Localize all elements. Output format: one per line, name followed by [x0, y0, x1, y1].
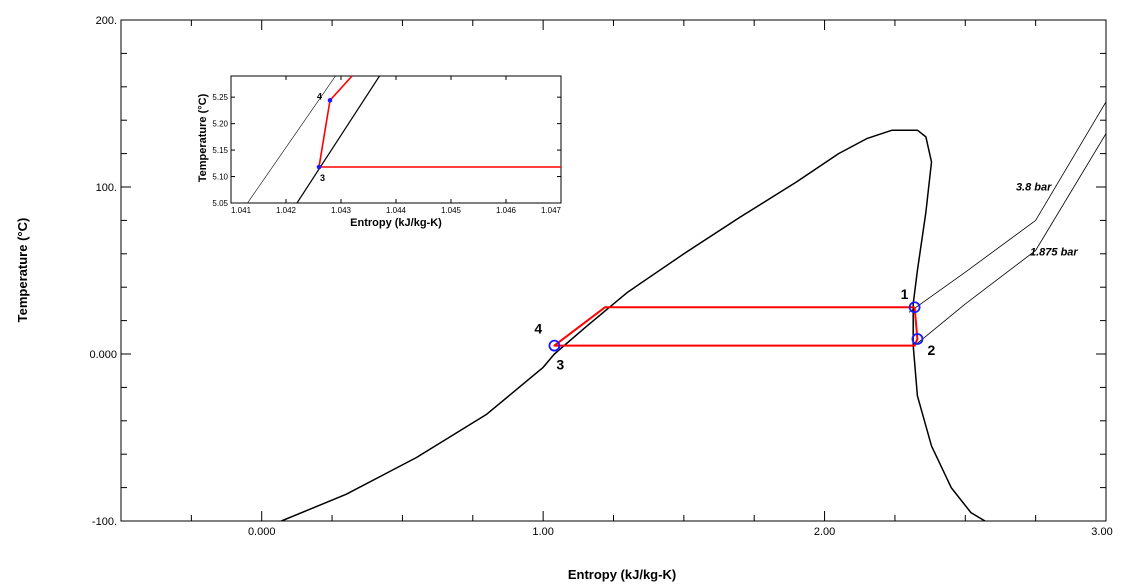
isobar-line — [914, 133, 1106, 346]
y-axis-title: Temperature (°C) — [15, 218, 30, 323]
main-tick-marks — [120, 19, 1107, 522]
inset-x-tick-label: 1.042 — [276, 206, 297, 215]
inset-state-label-3: 3 — [320, 173, 325, 183]
inset-state-markers: 34 — [316, 91, 333, 183]
inset-x-tick-label: 1.045 — [441, 206, 462, 215]
y-tick-label: 100. — [96, 182, 117, 194]
y-tick-label: 0.000 — [89, 349, 117, 361]
inset-y-tick-label: 5.20 — [212, 120, 228, 129]
x-tick-label: 2.00 — [814, 526, 835, 538]
x-tick-label: 0.000 — [248, 526, 276, 538]
inset-y-tick-label: 5.10 — [212, 173, 228, 182]
x-axis-title: Entropy (kJ/kg-K) — [568, 567, 676, 582]
isobar-label: 3.8 bar — [1016, 181, 1052, 193]
inset-state-point-marker — [327, 98, 333, 103]
inset-x-tick-label: 1.046 — [496, 206, 517, 215]
inset-x-axis-title: Entropy (kJ/kg-K) — [350, 217, 442, 229]
y-tick-label: 200. — [96, 15, 117, 27]
inset-cycle-line — [318, 76, 561, 168]
state-label-4: 4 — [534, 321, 542, 337]
inset-x-tick-label: 1.047 — [541, 206, 562, 215]
x-tick-label: 3.00 — [1091, 526, 1112, 538]
saturation-dome-line — [281, 129, 987, 521]
isobar-label: 1.875 bar — [1030, 246, 1078, 258]
state-label-3: 3 — [556, 357, 564, 373]
inset-saturated-liquid-line — [296, 76, 381, 203]
inset-tick-marks — [230, 76, 562, 204]
isobar-line — [908, 101, 1106, 313]
y-tick-label: -100. — [92, 516, 117, 528]
x-tick-label: 1.00 — [532, 526, 553, 538]
inset-y-axis-title: Temperature (°C) — [197, 93, 209, 182]
inset-y-tick-label: 5.15 — [212, 146, 228, 155]
main-state-markers: 1 2 3 4 — [534, 286, 935, 372]
inset-plot-frame — [230, 75, 562, 204]
state-label-2: 2 — [927, 342, 935, 358]
main-tick-labels: 0.000 1.00 2.00 3.00 -100. 0.000 100. 200. — [89, 15, 1112, 538]
inset-x-tick-label: 1.041 — [231, 206, 252, 215]
inset-isobar-line — [247, 76, 336, 203]
state-label-1: 1 — [901, 286, 909, 302]
inset-y-tick-label: 5.05 — [212, 199, 228, 208]
state-point-marker — [911, 333, 924, 345]
cycle-line — [553, 306, 919, 347]
inset-state-point-marker — [316, 164, 322, 170]
state-point-marker — [908, 301, 921, 314]
inset-x-tick-label: 1.044 — [386, 206, 407, 215]
inset-tick-labels: 1.041 1.042 1.043 1.044 1.045 1.046 1.047 5.05 5… — [212, 93, 561, 215]
state-point-marker — [548, 339, 561, 352]
isobar-labels: 3.8 bar 1.875 bar — [1016, 181, 1078, 258]
inset-x-tick-label: 1.043 — [331, 206, 352, 215]
inset-y-tick-label: 5.25 — [212, 93, 228, 102]
inset-state-label-4: 4 — [317, 91, 322, 101]
inset-series — [247, 76, 561, 203]
